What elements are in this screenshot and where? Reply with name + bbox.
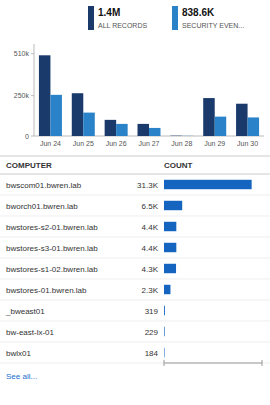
data-label: 6.5K [142,202,159,211]
table-bars [164,180,252,357]
row-border [0,363,270,364]
axes: 0 250k 510k Jun 24 Jun 25 Jun 26 Jun 27 Jun 28 J… [14,44,264,147]
column-header: COMPUTER [6,161,52,170]
dashboard: 1.4M ALL RECORDS 838.6K SECURITY EVEN... 0 25… [0,0,270,405]
legend-swatch [172,6,178,30]
y-tick-label: 510k [14,50,30,57]
x-tick-label: Jun 30 [237,140,258,147]
row-border [0,321,270,322]
row-label: bwstores-s3-01.bwren.lab [6,244,98,253]
row-border [0,258,270,259]
bar [170,135,182,136]
bars [39,55,259,136]
bar [83,113,95,136]
bar [164,201,182,210]
legend-total: 838.6K [182,7,215,18]
y-axis [34,44,35,136]
legend-entry: ALL RECORDS [98,22,147,29]
bar [72,93,84,136]
legend-total: 1.4M [98,7,120,18]
row-label: bwstores-s1-02.bwren.lab [6,265,98,274]
x-tick-label: Jun 26 [106,140,127,147]
row-label: bwstores-s2-01.bwren.lab [6,223,98,232]
bar [164,180,252,189]
bar [149,128,161,136]
x-tick-label: Jun 25 [73,140,94,147]
y-tick [31,95,34,96]
bar [164,306,165,315]
bar [215,117,227,136]
x-tick-label: Jun 27 [138,140,159,147]
see-all-link[interactable]: See all... [6,372,37,381]
bar [248,117,259,136]
row-label: bworch01.bwren.lab [6,202,78,211]
data-label: 4.4K [142,244,159,253]
row-label: bwscom01.bwren.lab [6,181,82,190]
table-border [0,156,270,157]
column-header: COUNT [164,161,193,170]
bar [39,55,51,136]
row-border [0,279,270,280]
y-tick [31,136,34,137]
row-border [0,342,270,343]
bar [164,264,176,273]
row-border [0,216,270,217]
data-label: 184 [145,349,159,358]
row-label: bwstores-01.bwren.lab [6,286,87,295]
row-label: bw-east-lx-01 [6,328,55,337]
bar [203,98,215,136]
data-label: 2.3K [142,286,159,295]
data-label: 31.3K [137,181,159,190]
x-tick-label: Jun 29 [204,140,225,147]
row-border [0,300,270,301]
data-label: 229 [145,328,159,337]
x-axis [164,363,262,364]
bar [105,120,117,136]
bar [138,124,150,136]
row-label: _bweast01 [5,307,45,316]
data-label: 4.4K [142,223,159,232]
x-axis-end [164,360,165,366]
bar [182,135,194,136]
row-border [0,237,270,238]
legend-entry: SECURITY EVEN... [182,22,244,29]
bar [164,243,176,252]
bar [236,104,248,136]
bar [164,348,165,357]
legend-swatch [88,6,94,30]
table-border [0,174,270,175]
row-label: bwlx01 [6,349,31,358]
bar [164,327,165,336]
x-tick-label: Jun 24 [40,140,61,147]
data-label: 4.3K [142,265,159,274]
y-tick-label: 250k [14,92,30,99]
legend: 1.4M ALL RECORDS 838.6K SECURITY EVEN... [88,6,244,30]
y-tick [31,53,34,54]
bar [116,124,128,136]
bar [164,222,176,231]
x-axis-end [262,360,263,366]
data-label: 319 [145,307,159,316]
y-tick-label: 0 [25,133,29,140]
x-tick-label: Jun 28 [171,140,192,147]
table: COMPUTER COUNT bwscom01.bwren.lab 31.3K bwor… [0,156,270,381]
row-border [0,195,270,196]
bar [50,95,62,136]
bar [164,285,170,294]
